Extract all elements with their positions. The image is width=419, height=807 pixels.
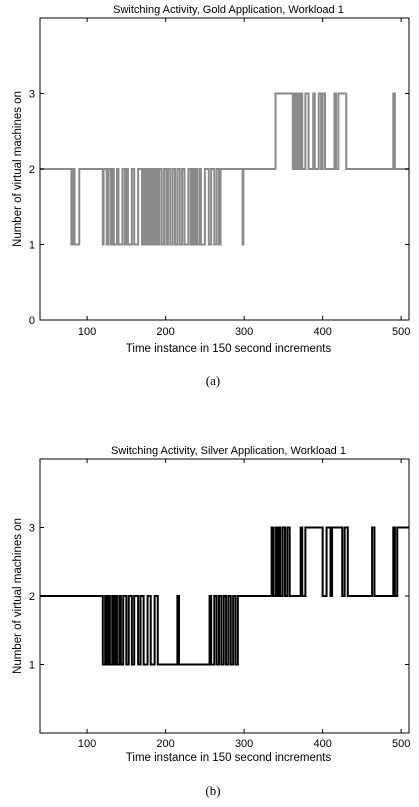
chart-title: Switching Activity, Gold Application, Wo…: [113, 4, 344, 16]
figure-caption: (a): [206, 373, 220, 388]
x-tick-label: 100: [78, 738, 96, 750]
y-tick-label: 2: [29, 164, 35, 176]
y-tick-label: 1: [29, 660, 35, 672]
x-tick-label: 300: [235, 738, 253, 750]
y-axis-label: Number of virtual machines on: [12, 518, 24, 674]
series-line: [40, 92, 409, 246]
y-tick-label: 3: [29, 523, 35, 535]
x-axis-label: Time instance in 150 second increments: [126, 343, 332, 355]
x-axis-label: Time instance in 150 second increments: [126, 752, 332, 764]
x-tick-label: 200: [156, 738, 174, 750]
x-tick-label: 400: [313, 326, 331, 338]
x-tick-label: 100: [78, 326, 96, 338]
x-tick-label: 500: [392, 738, 410, 750]
y-axis-label: Number of virtual machines on: [12, 91, 24, 247]
y-tick-label: 1: [29, 240, 35, 252]
x-tick-label: 500: [392, 326, 410, 338]
y-tick-label: 0: [29, 315, 35, 327]
x-tick-label: 400: [313, 738, 331, 750]
chart-title: Switching Activity, Silver Application, …: [111, 445, 346, 457]
y-tick-label: 2: [29, 591, 35, 603]
series-line: [40, 526, 409, 666]
x-tick-label: 300: [235, 326, 253, 338]
figure-caption: (b): [205, 783, 220, 798]
chart-panel-b: [39, 458, 410, 734]
y-tick-label: 3: [29, 89, 35, 101]
chart-panel-a: [39, 17, 410, 321]
x-tick-label: 200: [156, 326, 174, 338]
